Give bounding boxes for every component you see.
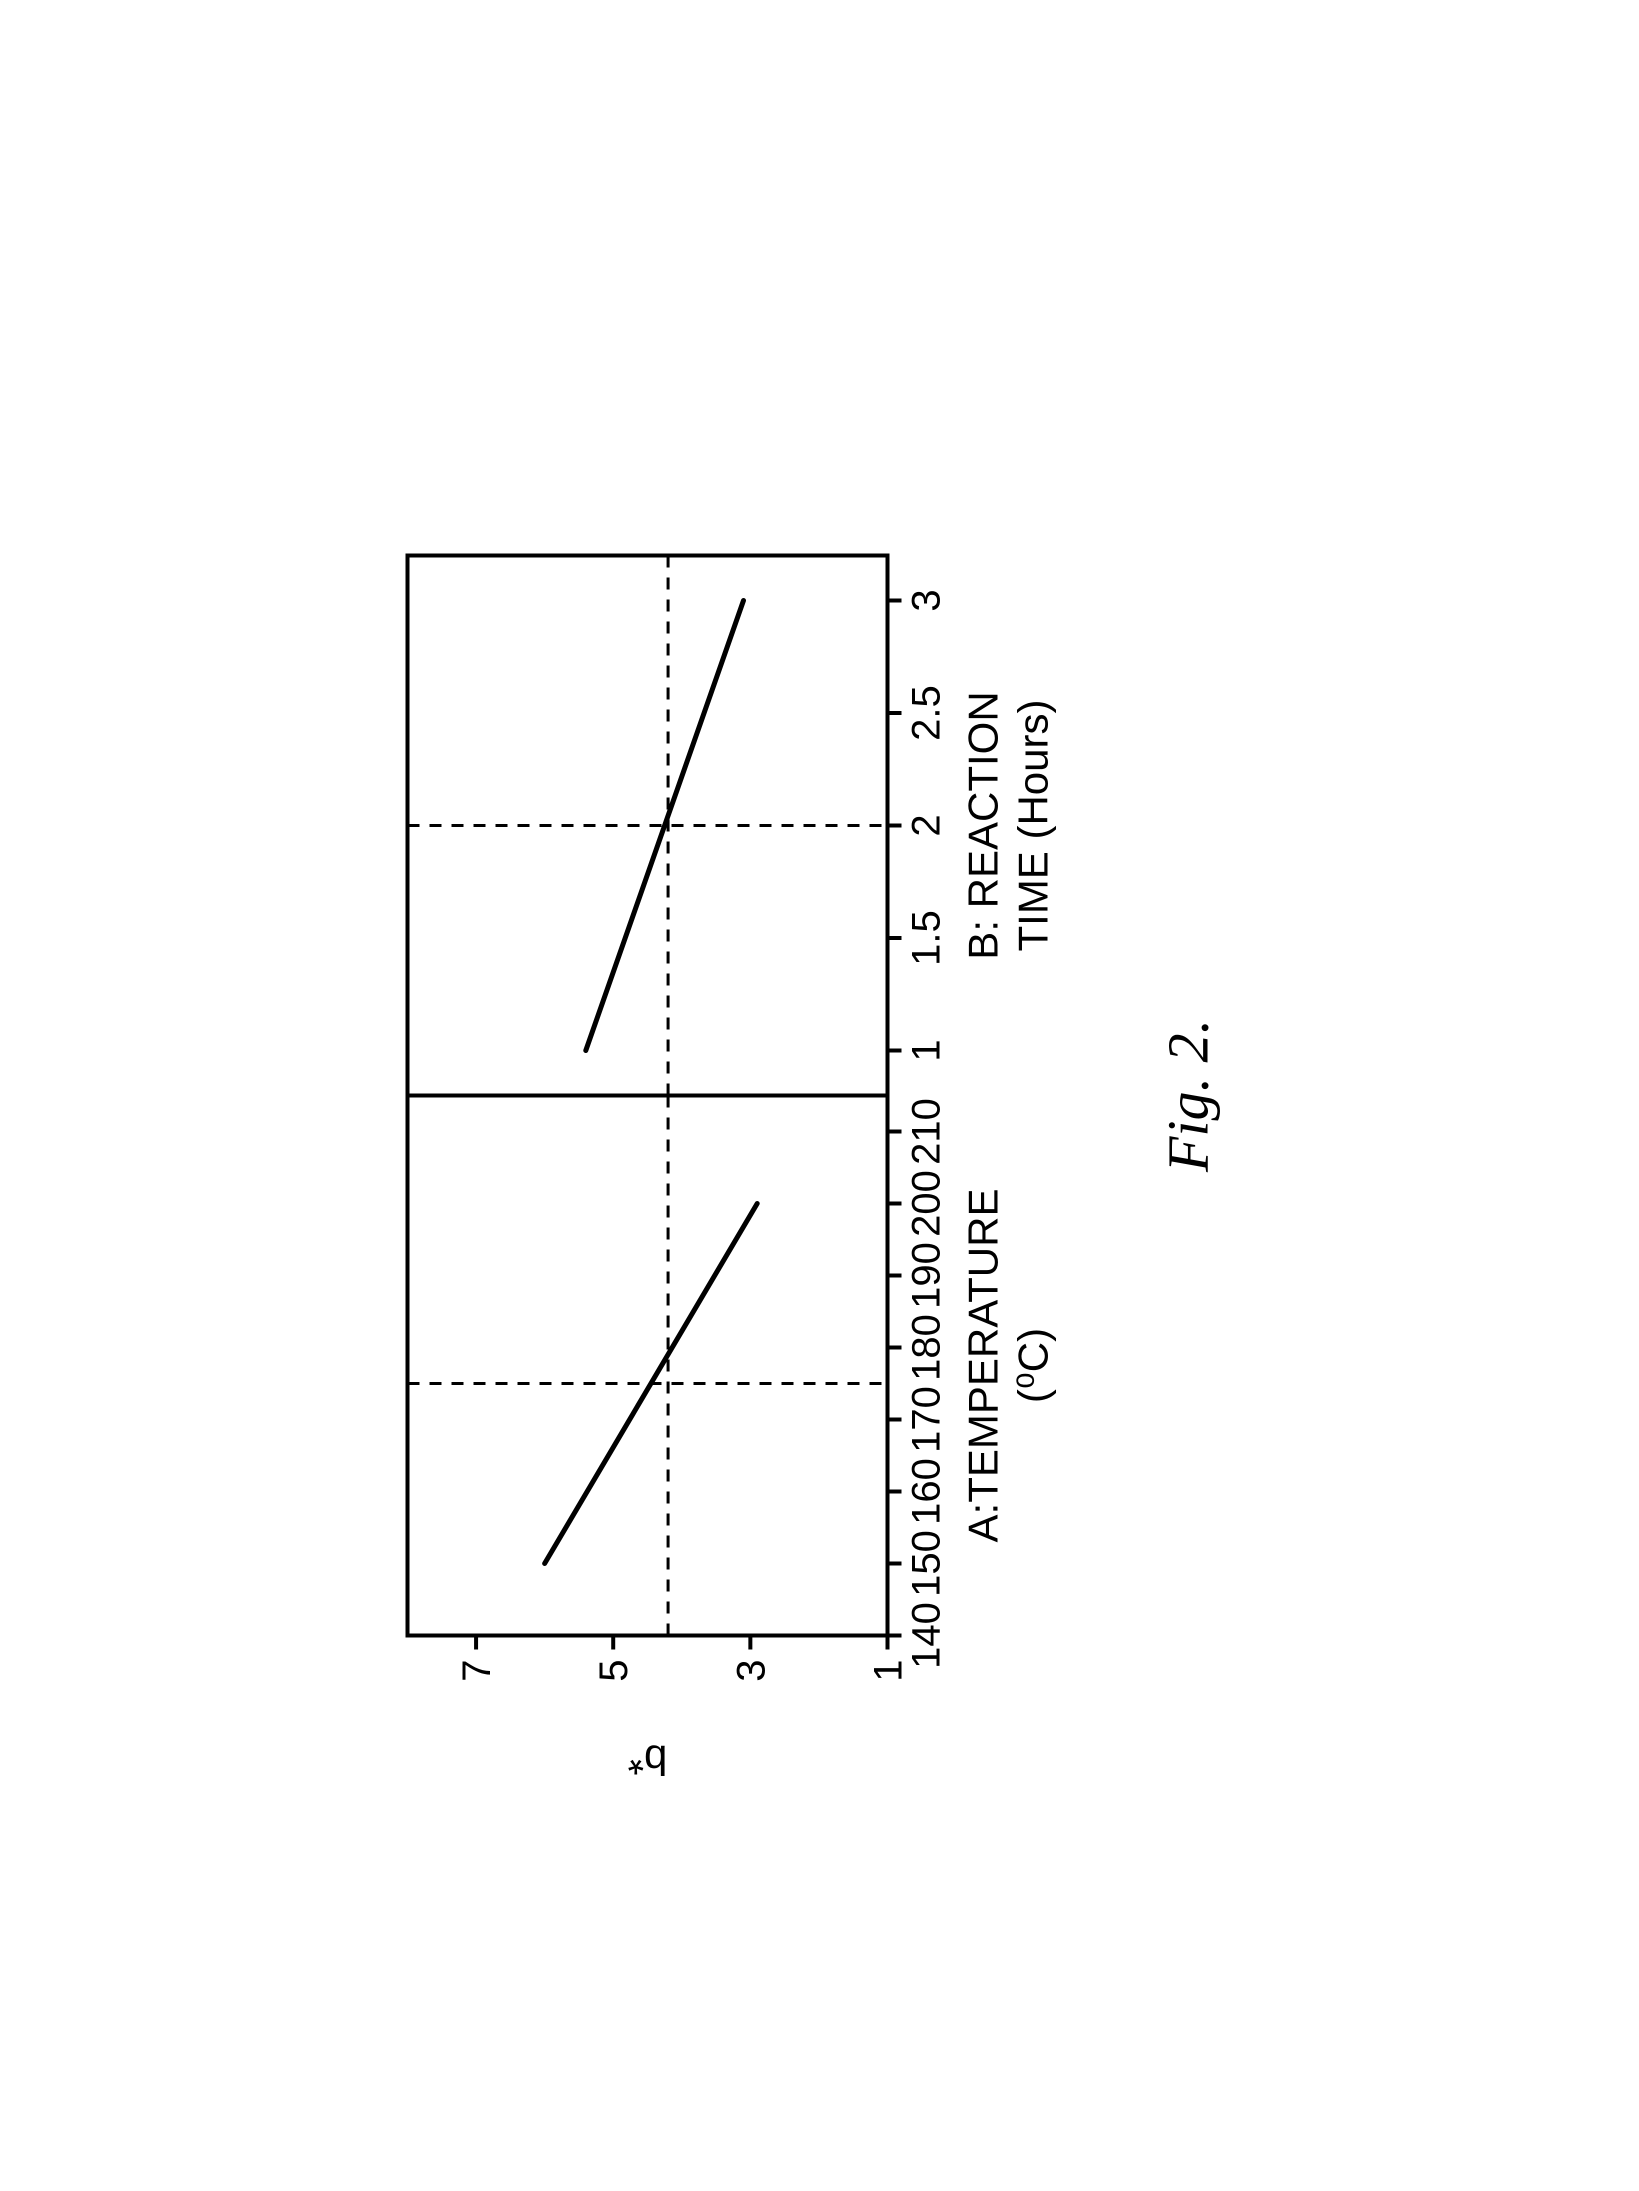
x-axis-label-b-line2: TIME (Hours) [1009, 700, 1056, 952]
x-tick-label-a: 170 [904, 1386, 948, 1453]
y-tick-label: 7 [455, 1660, 499, 1682]
x-axis-label-a-line2: (⁰C) [1009, 1328, 1056, 1403]
y-tick-label: 1 [866, 1660, 910, 1682]
x-tick-label-b: 2 [904, 814, 948, 836]
chart-container: 1 3 5 7 b* 140 150 160 170 180 190 200 210 1 1.5 2 2.5 3 A… [367, 396, 1272, 1796]
y-axis-label: b* [627, 1737, 667, 1784]
rotated-figure-wrapper: 1 3 5 7 b* 140 150 160 170 180 190 200 210 1 1.5 2 2.5 3 A… [367, 396, 1272, 1796]
figure-caption: Fig. 2. [1155, 1019, 1220, 1173]
y-tick-label: 5 [592, 1660, 636, 1682]
x-tick-label-a: 140 [904, 1602, 948, 1669]
x-tick-label-b: 2.5 [904, 685, 948, 741]
x-tick-label-a: 160 [904, 1458, 948, 1525]
x-tick-label-a: 210 [904, 1098, 948, 1165]
x-tick-label-a: 150 [904, 1530, 948, 1597]
x-tick-label-b: 1 [904, 1039, 948, 1061]
chart-svg: 1 3 5 7 b* 140 150 160 170 180 190 200 210 1 1.5 2 2.5 3 A… [367, 396, 1267, 1796]
x-tick-label-a: 200 [904, 1170, 948, 1237]
x-tick-label-a: 180 [904, 1314, 948, 1381]
x-tick-label-a: 190 [904, 1242, 948, 1309]
y-tick-label: 3 [729, 1660, 773, 1682]
x-axis-label-b-line1: B: REACTION [959, 691, 1006, 959]
x-tick-label-b: 1.5 [904, 910, 948, 966]
x-tick-label-b: 3 [904, 589, 948, 611]
x-axis-label-a-line1: A:TEMPERATURE [959, 1189, 1006, 1543]
